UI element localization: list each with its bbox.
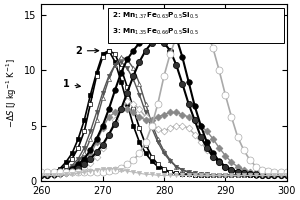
Bar — [108, 8, 284, 43]
Text: 3: Mn$_{1.35}$Fe$_{0.66}$P$_{0.5}$Si$_{0.5}$: 3: Mn$_{1.35}$Fe$_{0.66}$P$_{0.5}$Si$_{0… — [112, 27, 199, 37]
Y-axis label: $-\Delta S$ [J kg$^{-1}$ K$^{-1}$]: $-\Delta S$ [J kg$^{-1}$ K$^{-1}$] — [4, 58, 19, 128]
Text: 2: 2 — [75, 46, 99, 56]
Text: 2: Mn$_{1.37}$Fe$_{0.63}$P$_{0.5}$Si$_{0.5}$: 2: Mn$_{1.37}$Fe$_{0.63}$P$_{0.5}$Si$_{0… — [112, 11, 199, 21]
Text: 3: 3 — [152, 28, 167, 39]
Text: 1: 1 — [63, 79, 80, 89]
Text: Composite: Composite — [211, 25, 271, 39]
